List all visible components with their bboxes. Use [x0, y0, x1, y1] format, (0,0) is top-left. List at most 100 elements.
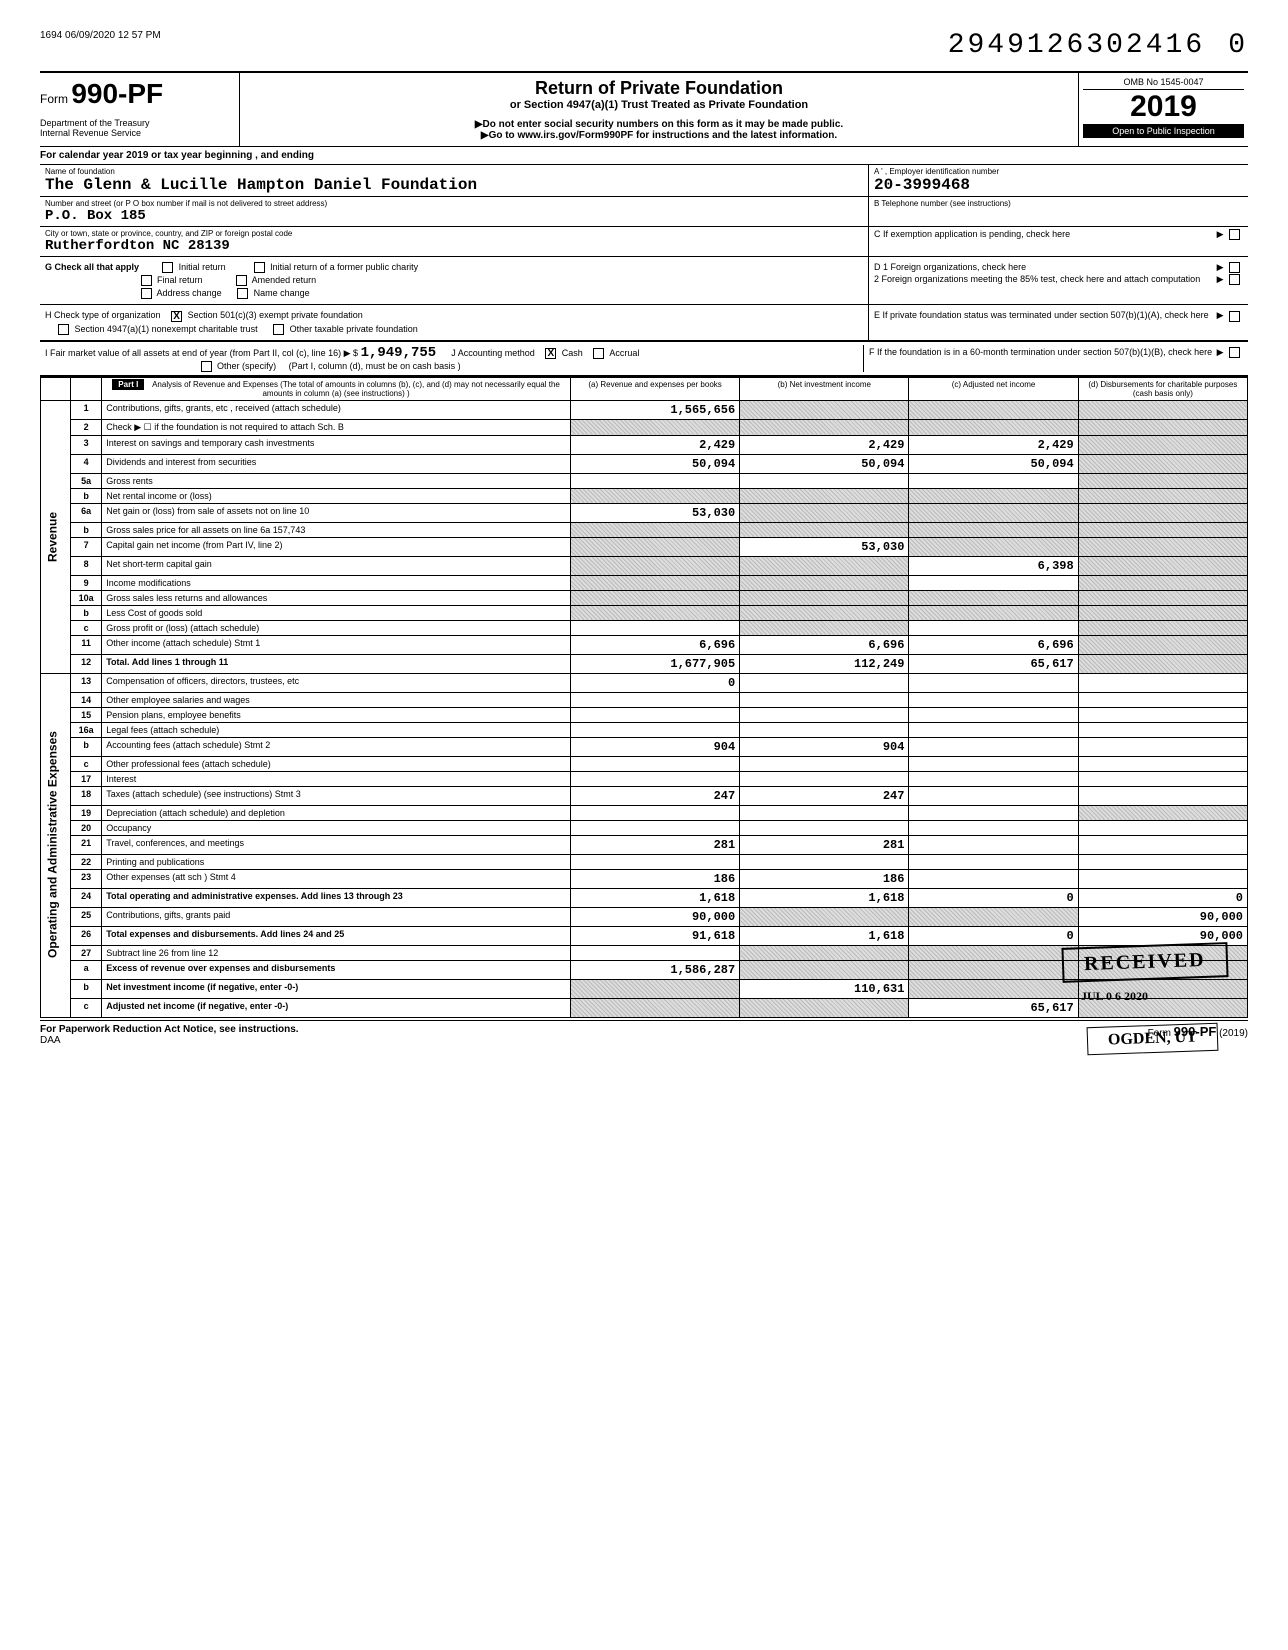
value-cell-a	[570, 575, 739, 590]
value-cell-d	[1078, 805, 1247, 820]
line-number: 1	[70, 400, 101, 419]
value-cell-c	[909, 692, 1078, 707]
inspection-label: Open to Public Inspection	[1083, 124, 1244, 138]
value-cell-c	[909, 575, 1078, 590]
line-number: 13	[70, 673, 101, 692]
value-cell-a	[570, 522, 739, 537]
chk-initial-former[interactable]	[254, 262, 265, 273]
line-description: Net investment income (if negative, ente…	[102, 979, 571, 998]
accrual-label: Accrual	[609, 348, 639, 358]
e-checkbox[interactable]	[1229, 311, 1240, 322]
line-number: 15	[70, 707, 101, 722]
chk-accrual[interactable]	[593, 348, 604, 359]
sub-title: or Section 4947(a)(1) Trust Treated as P…	[250, 99, 1068, 111]
value-cell-d	[1078, 419, 1247, 435]
page-footer: For Paperwork Reduction Act Notice, see …	[40, 1020, 1248, 1046]
line-number: 16a	[70, 722, 101, 737]
value-cell-c	[909, 820, 1078, 835]
footer-left: For Paperwork Reduction Act Notice, see …	[40, 1024, 299, 1035]
value-cell-a	[570, 771, 739, 786]
chk-other-method[interactable]	[201, 361, 212, 372]
value-cell-c	[909, 488, 1078, 503]
chk-501c3[interactable]	[171, 311, 182, 322]
value-cell-c	[909, 960, 1078, 979]
value-cell-d	[1078, 820, 1247, 835]
value-cell-d	[1078, 771, 1247, 786]
d2-label: 2 Foreign organizations meeting the 85% …	[874, 274, 1200, 284]
value-cell-c	[909, 771, 1078, 786]
line-number: b	[70, 605, 101, 620]
value-cell-b: 2,429	[740, 435, 909, 454]
value-cell-d: 0	[1078, 888, 1247, 907]
c-checkbox[interactable]	[1229, 229, 1240, 240]
value-cell-d	[1078, 605, 1247, 620]
table-row: bLess Cost of goods sold	[41, 605, 1248, 620]
table-row: 9Income modifications	[41, 575, 1248, 590]
chk-amended[interactable]	[236, 275, 247, 286]
value-cell-b: 247	[740, 786, 909, 805]
table-row: 24Total operating and administrative exp…	[41, 888, 1248, 907]
chk-addr-change[interactable]	[141, 288, 152, 299]
value-cell-b: 281	[740, 835, 909, 854]
value-cell-c	[909, 537, 1078, 556]
table-row: 4Dividends and interest from securities5…	[41, 454, 1248, 473]
table-row: 23Other expenses (att sch ) Stmt 4186186	[41, 869, 1248, 888]
table-row: 15Pension plans, employee benefits	[41, 707, 1248, 722]
value-cell-a: 53,030	[570, 503, 739, 522]
value-cell-a	[570, 419, 739, 435]
value-cell-a: 50,094	[570, 454, 739, 473]
chk-final[interactable]	[141, 275, 152, 286]
table-row: cOther professional fees (attach schedul…	[41, 756, 1248, 771]
value-cell-d	[1078, 590, 1247, 605]
value-cell-b: 6,696	[740, 635, 909, 654]
value-cell-a	[570, 945, 739, 960]
col-c-header: (c) Adjusted net income	[909, 377, 1078, 400]
table-row: 18Taxes (attach schedule) (see instructi…	[41, 786, 1248, 805]
line-number: 9	[70, 575, 101, 590]
form-header: Form 990-PF Department of the Treasury I…	[40, 71, 1248, 147]
value-cell-a: 1,586,287	[570, 960, 739, 979]
value-cell-d	[1078, 400, 1247, 419]
line-number: 22	[70, 854, 101, 869]
h-label: H Check type of organization	[45, 310, 161, 320]
other-taxable-label: Other taxable private foundation	[290, 324, 418, 334]
f-label: F If the foundation is in a 60-month ter…	[869, 347, 1212, 357]
value-cell-b	[740, 960, 909, 979]
value-cell-d	[1078, 488, 1247, 503]
line-description: Taxes (attach schedule) (see instruction…	[102, 786, 571, 805]
line-description: Capital gain net income (from Part IV, l…	[102, 537, 571, 556]
table-row: 6aNet gain or (loss) from sale of assets…	[41, 503, 1248, 522]
ogden-stamp: OGDEN, UT	[1087, 1023, 1219, 1056]
d1-checkbox[interactable]	[1229, 262, 1240, 273]
chk-name-change[interactable]	[237, 288, 248, 299]
final-label: Final return	[157, 275, 203, 285]
value-cell-a	[570, 488, 739, 503]
table-row: 10aGross sales less returns and allowanc…	[41, 590, 1248, 605]
g-label: G Check all that apply	[45, 262, 139, 272]
chk-cash[interactable]	[545, 348, 556, 359]
4947-label: Section 4947(a)(1) nonexempt charitable …	[75, 324, 258, 334]
col-a-header: (a) Revenue and expenses per books	[570, 377, 739, 400]
value-cell-a: 90,000	[570, 907, 739, 926]
value-cell-b	[740, 771, 909, 786]
chk-initial[interactable]	[162, 262, 173, 273]
line-description: Interest on savings and temporary cash i…	[102, 435, 571, 454]
expenses-side-label: Operating and Administrative Expenses	[41, 673, 71, 1017]
line-number: c	[70, 756, 101, 771]
value-cell-d	[1078, 473, 1247, 488]
line-description: Total expenses and disbursements. Add li…	[102, 926, 571, 945]
part1-title: Analysis of Revenue and Expenses (The to…	[152, 380, 560, 398]
print-timestamp: 1694 06/09/2020 12 57 PM	[40, 30, 161, 61]
value-cell-a: 2,429	[570, 435, 739, 454]
jul-date-stamp: JUL 0 6 2020	[1061, 985, 1168, 1008]
d2-checkbox[interactable]	[1229, 274, 1240, 285]
value-cell-c	[909, 786, 1078, 805]
chk-4947[interactable]	[58, 324, 69, 335]
value-cell-b	[740, 556, 909, 575]
value-cell-a: 1,677,905	[570, 654, 739, 673]
other-method-label: Other (specify)	[217, 361, 276, 371]
f-checkbox[interactable]	[1229, 347, 1240, 358]
value-cell-c: 65,617	[909, 998, 1078, 1017]
value-cell-b: 112,249	[740, 654, 909, 673]
chk-other-taxable[interactable]	[273, 324, 284, 335]
